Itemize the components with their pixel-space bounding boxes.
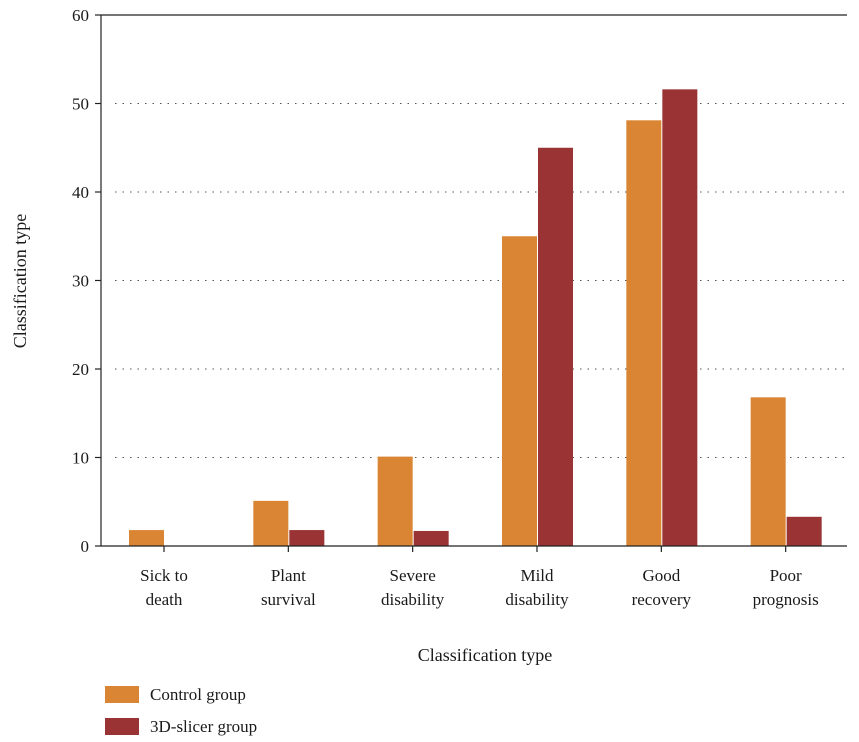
x-tick-label: Plant survival bbox=[261, 566, 316, 609]
bar-control-4 bbox=[626, 120, 662, 546]
y-tick-label: 0 bbox=[81, 537, 90, 556]
x-tick-label: Poor prognosis bbox=[753, 566, 819, 609]
legend-swatch bbox=[105, 718, 139, 735]
legend-label: Control group bbox=[150, 685, 246, 704]
legend-swatch bbox=[105, 686, 139, 703]
bar-slicer-3 bbox=[538, 147, 573, 546]
bar-slicer-1 bbox=[289, 530, 325, 546]
grid-lines bbox=[115, 102, 847, 459]
bar-control-5 bbox=[750, 397, 786, 546]
x-tick-label: Severe disability bbox=[381, 566, 445, 609]
x-tick-label: Sick to death bbox=[140, 566, 188, 609]
x-tick-label: Mild disability bbox=[505, 566, 569, 609]
bar-slicer-4 bbox=[662, 89, 698, 546]
y-tick-label: 10 bbox=[72, 449, 89, 468]
bar-control-0 bbox=[129, 530, 164, 546]
x-axis-title: Classification type bbox=[418, 645, 552, 665]
y-tick-label: 50 bbox=[72, 95, 89, 114]
bar-control-3 bbox=[502, 236, 537, 546]
bar-control-2 bbox=[377, 456, 413, 546]
y-tick-label: 30 bbox=[72, 272, 89, 291]
bars bbox=[129, 89, 822, 546]
legend: Control group 3D-slicer group bbox=[105, 685, 257, 736]
y-tick-label: 60 bbox=[72, 6, 89, 25]
bar-slicer-5 bbox=[786, 516, 822, 546]
y-tick-label: 20 bbox=[72, 360, 89, 379]
bar-control-1 bbox=[253, 500, 289, 546]
legend-label: 3D-slicer group bbox=[150, 717, 257, 736]
y-tick-labels: 0 10 20 30 40 50 60 bbox=[72, 6, 101, 556]
bar-slicer-2 bbox=[413, 530, 449, 546]
y-axis-title: Classification type bbox=[10, 214, 30, 348]
x-tick-labels: Sick to death Plant survival Severe disabilit… bbox=[140, 546, 819, 609]
y-tick-label: 40 bbox=[72, 183, 89, 202]
x-tick-label: Good recovery bbox=[632, 566, 692, 609]
